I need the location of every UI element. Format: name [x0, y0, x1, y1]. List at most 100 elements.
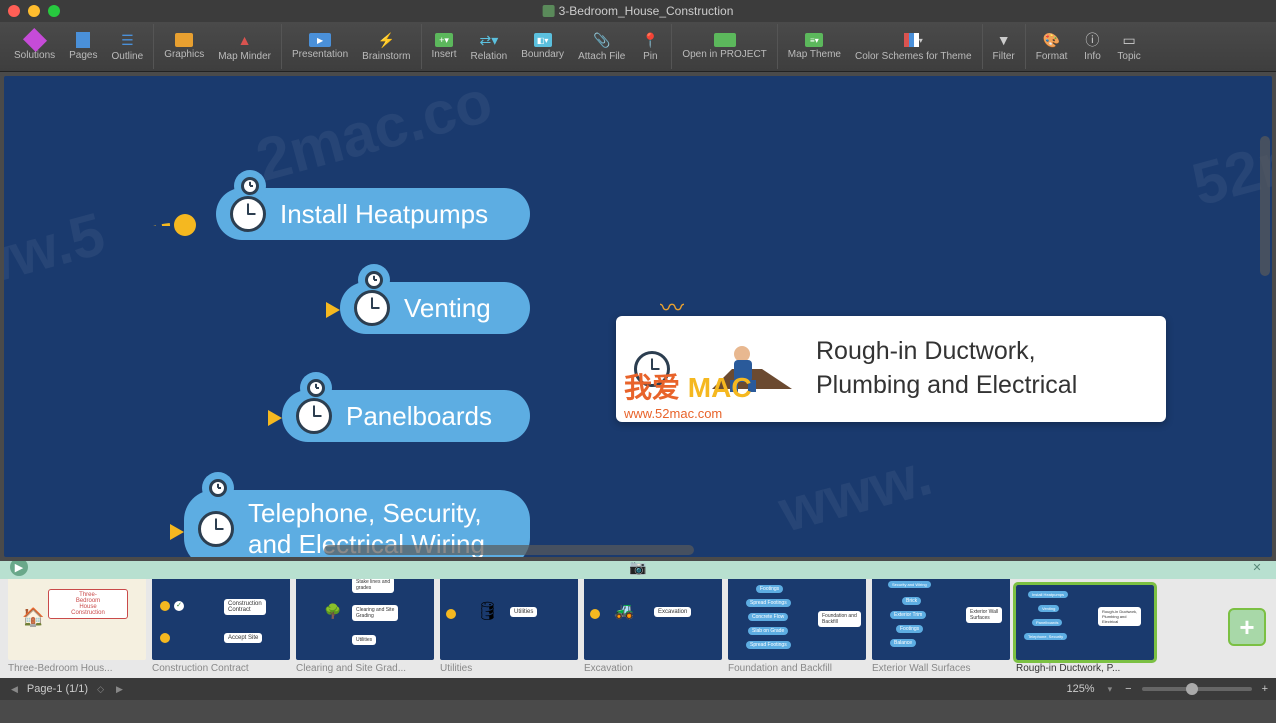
- thumbnail-label: Three-Bedroom Hous...: [8, 663, 146, 674]
- node-heatpumps[interactable]: Install Heatpumps: [216, 188, 530, 240]
- solutions-button[interactable]: Solutions: [8, 24, 61, 69]
- colorschemes-button[interactable]: ▾Color Schemes for Theme: [849, 24, 978, 69]
- format-button[interactable]: 🎨Format: [1030, 24, 1074, 69]
- zoom-dropdown-icon[interactable]: ▾: [1105, 684, 1116, 695]
- pin-button[interactable]: 📍Pin: [633, 24, 667, 69]
- next-page-button[interactable]: ▶: [113, 684, 126, 695]
- brainstorm-button[interactable]: ⚡Brainstorm: [356, 24, 416, 69]
- zoom-label: 125%: [1066, 683, 1094, 695]
- thumbnail-label: Clearing and Site Grad...: [296, 663, 434, 674]
- maptheme-button[interactable]: ≡▾Map Theme: [782, 24, 847, 69]
- thumbnail-item[interactable]: ConstructionContract Accept Site ✓ Const…: [152, 571, 290, 674]
- topic-icon: ▭: [1118, 31, 1140, 49]
- mapminder-icon: ▲: [234, 31, 256, 49]
- thumbnail-item[interactable]: Excavation 🚜 Excavation: [584, 571, 722, 674]
- attachfile-button[interactable]: 📎Attach File: [572, 24, 631, 69]
- thumbnail-preview: Utilities 🛢: [440, 571, 578, 660]
- presentation-icon: ▶: [309, 33, 331, 47]
- brainstorm-icon: ⚡: [375, 31, 397, 49]
- thumbnail-label: Construction Contract: [152, 663, 290, 674]
- pages-button[interactable]: Pages: [63, 24, 103, 69]
- solutions-icon: [23, 28, 47, 52]
- zoom-in-button[interactable]: +: [1262, 683, 1268, 695]
- thumbnail-label: Utilities: [440, 663, 578, 674]
- presentation-button[interactable]: ▶Presentation: [286, 24, 354, 69]
- thumbnail-item[interactable]: Security and Wiring Brick Exterior Trim …: [872, 571, 1010, 674]
- node-panelboards[interactable]: Panelboards: [282, 390, 530, 442]
- boundary-icon: ◧▾: [534, 33, 552, 47]
- pages-icon: [76, 32, 90, 48]
- thumbnail-preview: Footings Spread Footings Concrete Flow S…: [728, 571, 866, 660]
- thumbnail-label: Rough-in Ductwork, P...: [1016, 663, 1154, 674]
- thumbnail-preview: Install Heatpumps Venting Panelboards Te…: [1016, 585, 1154, 660]
- thumbnail-preview: Three-BedroomHouseConstruction 🏠: [8, 571, 146, 660]
- topic-button[interactable]: ▭Topic: [1111, 24, 1146, 69]
- outline-button[interactable]: ☰Outline: [106, 24, 150, 69]
- mapminder-button[interactable]: ▲Map Minder: [212, 24, 277, 69]
- thumbnail-item-active[interactable]: ▶ 📷 ✕ Install Heatpumps Venting Panelboa…: [1016, 571, 1154, 674]
- boundary-button[interactable]: ◧▾Boundary: [515, 24, 570, 69]
- node-label: Panelboards: [346, 401, 492, 432]
- info-button[interactable]: ⓘInfo: [1075, 24, 1109, 69]
- close-thumb-icon[interactable]: ✕: [1248, 561, 1266, 576]
- play-icon[interactable]: ▶: [10, 561, 28, 576]
- thumbnail-preview: ConstructionContract Accept Site ✓: [152, 571, 290, 660]
- horizontal-scrollbar[interactable]: [324, 545, 694, 555]
- thumbnail-label: Excavation: [584, 663, 722, 674]
- format-icon: 🎨: [1041, 31, 1063, 49]
- clock-icon: [230, 196, 266, 232]
- document-icon: [543, 5, 555, 17]
- worker-illustration: [692, 334, 802, 404]
- maximize-icon[interactable]: [48, 5, 60, 17]
- info-icon: ⓘ: [1081, 31, 1103, 49]
- camera-icon[interactable]: 📷: [629, 561, 647, 576]
- watermark: 2mac.co: [249, 76, 499, 195]
- node-label: Install Heatpumps: [280, 199, 488, 230]
- filter-button[interactable]: ▼Filter: [987, 24, 1021, 69]
- prev-page-button[interactable]: ◀: [8, 684, 21, 695]
- thumbnail-item[interactable]: Three-BedroomHouseConstruction 🏠 Three-B…: [8, 571, 146, 674]
- node-venting[interactable]: Venting: [340, 282, 530, 334]
- titlebar: 3-Bedroom_House_Construction: [0, 0, 1276, 22]
- document-title: 3-Bedroom_House_Construction: [543, 4, 734, 18]
- pin-icon: 📍: [639, 31, 661, 49]
- vertical-scrollbar[interactable]: [1260, 136, 1270, 276]
- clock-icon: [634, 351, 670, 387]
- colorschemes-icon: ▾: [902, 31, 924, 49]
- maptheme-icon: ≡▾: [805, 33, 823, 47]
- thumbnail-label: Foundation and Backfill: [728, 663, 866, 674]
- zoom-slider-thumb[interactable]: [1186, 683, 1198, 695]
- page-dropdown-icon[interactable]: ◇: [94, 684, 107, 695]
- thumbnail-preview: Stake lines andgrades Clearing and SiteG…: [296, 571, 434, 660]
- thumbnail-item[interactable]: Stake lines andgrades Clearing and SiteG…: [296, 571, 434, 674]
- minimize-icon[interactable]: [28, 5, 40, 17]
- arrow-icon: [170, 524, 184, 540]
- arrow-icon: [326, 302, 340, 318]
- openproject-button[interactable]: Open in PROJECT: [676, 24, 772, 69]
- arrow-icon: [268, 410, 282, 426]
- add-slide-button[interactable]: +: [1228, 608, 1266, 646]
- relation-icon: ⇄▾: [478, 31, 500, 49]
- page-indicator: Page-1 (1/1): [27, 683, 88, 695]
- mindmap-canvas[interactable]: 2mac.co ww.5 52m www. Install Heat: [4, 76, 1272, 557]
- toolbar: Solutions Pages ☰Outline Graphics ▲Map M…: [0, 22, 1276, 72]
- attachfile-icon: 📎: [591, 31, 613, 49]
- thumbnail-item[interactable]: Utilities 🛢 Utilities: [440, 571, 578, 674]
- zoom-slider[interactable]: [1142, 687, 1252, 691]
- clock-icon: [296, 398, 332, 434]
- relation-button[interactable]: ⇄▾Relation: [465, 24, 514, 69]
- filter-icon: ▼: [993, 31, 1015, 49]
- connection-hub[interactable]: [174, 214, 196, 236]
- close-icon[interactable]: [8, 5, 20, 17]
- thumbnail-preview: Excavation 🚜: [584, 571, 722, 660]
- outline-icon: ☰: [116, 31, 138, 49]
- zoom-out-button[interactable]: −: [1125, 683, 1131, 695]
- clock-icon: [198, 511, 234, 547]
- graphics-button[interactable]: Graphics: [158, 24, 210, 69]
- insert-button[interactable]: +▾Insert: [426, 24, 463, 69]
- document-title-text: 3-Bedroom_House_Construction: [559, 4, 734, 18]
- watermark: 52m: [1185, 122, 1272, 220]
- thumbnail-item[interactable]: Footings Spread Footings Concrete Flow S…: [728, 571, 866, 674]
- node-main-roughin[interactable]: 〰 Rough-in Ductwork, Plumbing and Electr…: [616, 316, 1166, 422]
- watermark: www.: [771, 439, 938, 546]
